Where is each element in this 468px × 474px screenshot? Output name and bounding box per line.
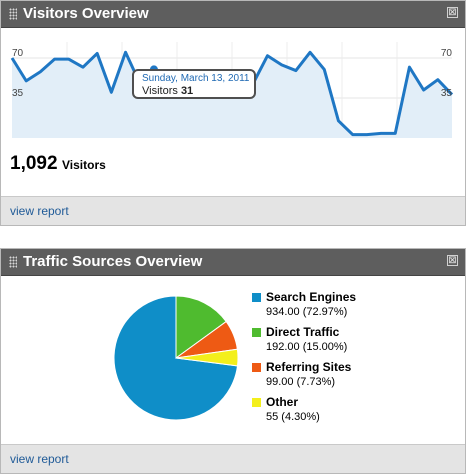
legend-swatch [252, 293, 261, 302]
close-icon[interactable]: ⊠ [447, 255, 458, 266]
legend-label: Referring Sites [266, 360, 352, 374]
tooltip-value-number: 31 [180, 85, 194, 97]
view-report-link[interactable]: view report [10, 452, 69, 466]
drag-grip-icon[interactable] [9, 8, 17, 20]
y-tick-label-right: 70 [441, 48, 453, 59]
panel-title: Visitors Overview [23, 5, 149, 22]
slice-other[interactable] [175, 348, 239, 367]
tooltip-value: Visitors 31 [142, 85, 193, 97]
legend-swatch [252, 363, 261, 372]
legend-value: 99.00 (7.73%) [266, 376, 336, 388]
visitors-total-label: Visitors [62, 158, 106, 172]
panel-footer: view report [1, 444, 465, 473]
panel-footer: view report [1, 196, 465, 225]
visitors-total-value: 1,092 [10, 153, 58, 174]
legend-label: Other [266, 395, 299, 409]
legend-value: 55 (4.30%) [266, 411, 320, 423]
visitors-total: 1,092 Visitors [10, 153, 106, 175]
tooltip-date: Sunday, March 13, 2011 [142, 73, 250, 84]
legend-value: 934.00 (72.97%) [266, 306, 348, 318]
legend-label: Search Engines [266, 290, 357, 304]
y-tick-label-left: 70 [12, 48, 24, 59]
panel-header[interactable]: Visitors Overview ⊠ [1, 1, 465, 28]
traffic-sources-panel: Traffic Sources Overview ⊠ view report [0, 248, 466, 474]
legend-label: Direct Traffic [266, 325, 340, 339]
close-icon[interactable]: ⊠ [447, 7, 458, 18]
legend-swatch [252, 398, 261, 407]
chart-tooltip: Sunday, March 13, 2011 Visitors 31 [132, 69, 256, 99]
tooltip-value-label: Visitors [142, 85, 178, 97]
y-tick-label-left: 35 [12, 88, 24, 99]
view-report-link[interactable]: view report [10, 204, 69, 218]
drag-grip-icon[interactable] [9, 256, 17, 268]
legend-value: 192.00 (15.00%) [266, 341, 348, 353]
y-tick-label-right: 35 [441, 88, 453, 99]
traffic-pie-chart[interactable] [112, 294, 240, 422]
panel-title: Traffic Sources Overview [23, 253, 203, 270]
visitors-overview-panel: Visitors Overview ⊠ view report [0, 0, 466, 226]
panel-header[interactable]: Traffic Sources Overview ⊠ [1, 249, 465, 276]
legend-swatch [252, 328, 261, 337]
slice-direct-traffic[interactable] [175, 295, 227, 359]
